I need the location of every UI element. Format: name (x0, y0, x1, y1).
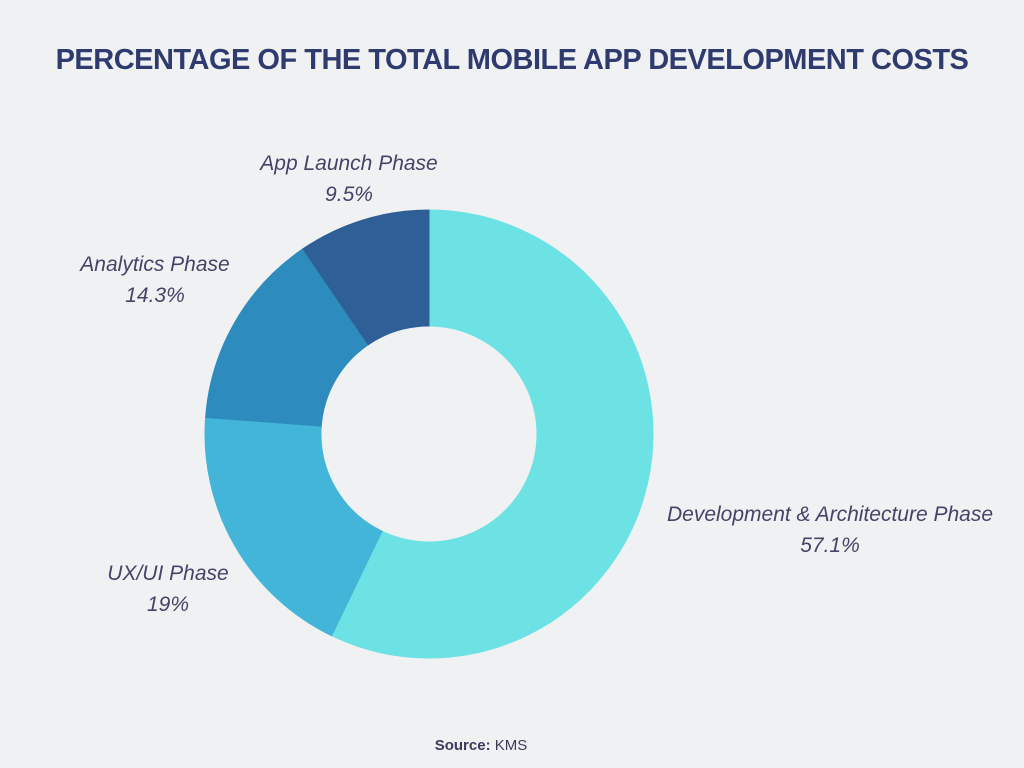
segment-label-app-launch-phase: App Launch Phase 9.5% (260, 148, 437, 210)
donut-segment-ux-ui-phase (204, 416, 383, 637)
segment-label-development-architecture-phase: Development & Architecture Phase 57.1% (667, 499, 993, 561)
segment-percent: 19% (146, 593, 190, 616)
segment-percent: 14.3% (125, 284, 185, 307)
segment-name: App Launch Phase (260, 152, 438, 175)
segment-percent: 57.1% (800, 534, 860, 557)
segment-name: Development & Architecture Phase (666, 503, 994, 526)
donut-segment-analytics-phase (205, 248, 369, 427)
chart-title: PERCENTAGE OF THE TOTAL MOBILE APP DEVEL… (55, 44, 969, 76)
source-note: Source: KMS (435, 737, 528, 754)
segment-percent: 9.5% (325, 183, 373, 206)
segment-name: Analytics Phase (80, 253, 230, 276)
segment-name: UX/UI Phase (107, 562, 229, 585)
donut-segment-app-launch-phase (302, 209, 430, 346)
segment-label-analytics-phase: Analytics Phase 14.3% (80, 249, 229, 311)
donut-segment-development-architecture-phase (330, 209, 654, 659)
source-value: KMS (494, 737, 528, 754)
segment-label-uxui-phase: UX/UI Phase 19% (107, 558, 228, 620)
source-prefix: Source: (434, 737, 491, 754)
